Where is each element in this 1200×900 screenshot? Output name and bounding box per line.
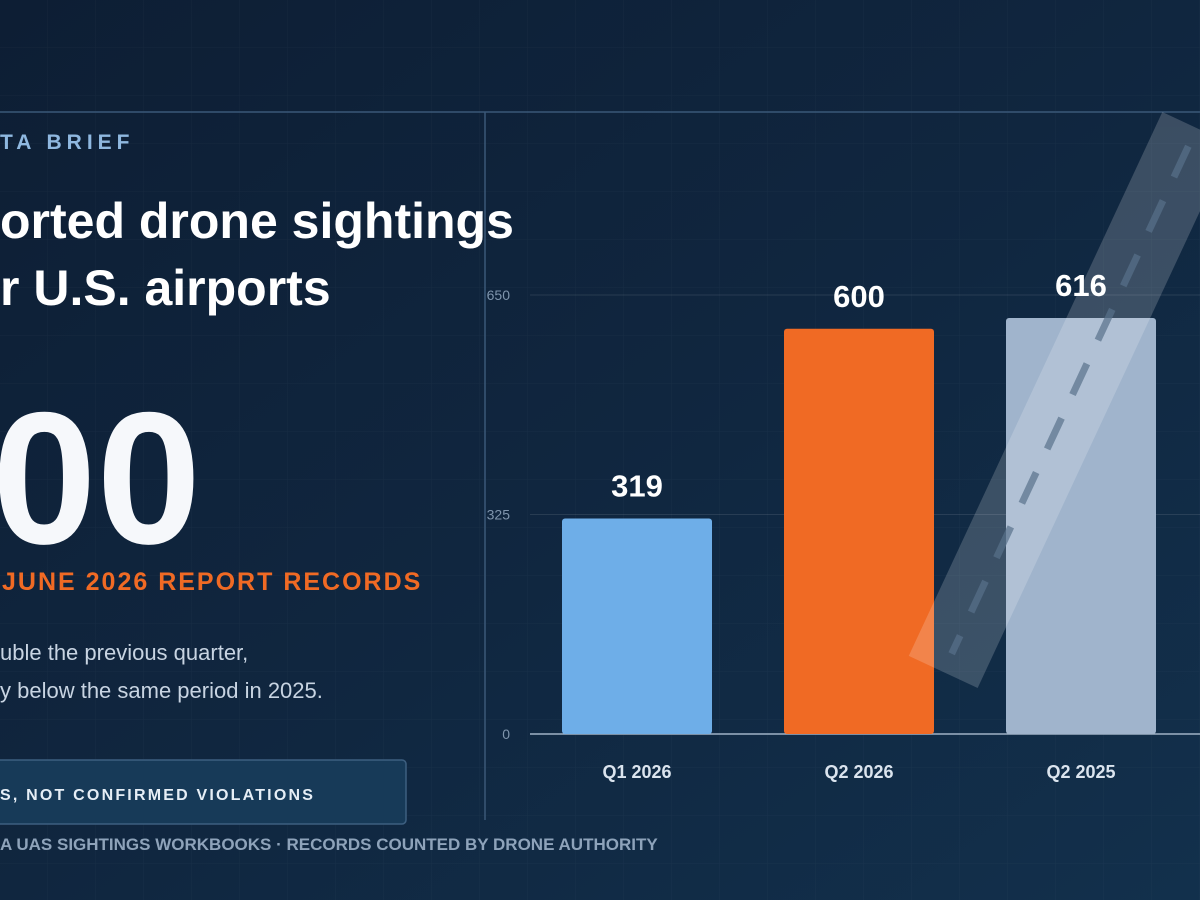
runway (908, 112, 1200, 688)
value-label: 319 (611, 469, 663, 504)
big-caption: JUNE 2026 REPORT RECORDS (2, 568, 422, 596)
kicker: TA BRIEF (0, 131, 135, 154)
y-tick-label: 650 (487, 287, 511, 303)
footer: A UAS SIGHTINGS WORKBOOKS · RECORDS COUN… (0, 835, 658, 854)
headline: orted drone sightings (0, 193, 514, 249)
y-tick-label: 0 (502, 726, 510, 742)
badge (0, 759, 407, 825)
bar (1006, 317, 1156, 734)
value-label: 616 (1055, 268, 1107, 303)
headline: r U.S. airports (0, 260, 331, 316)
big-number: 00 (0, 373, 201, 583)
bar (562, 518, 712, 734)
x-tick-label: Q2 2026 (824, 762, 893, 782)
y-tick-label: 325 (487, 507, 511, 523)
value-label: 600 (833, 279, 885, 314)
badge-text: S, NOT CONFIRMED VIOLATIONS (0, 787, 315, 804)
x-tick-label: Q2 2025 (1046, 762, 1115, 782)
body-text: y below the same period in 2025. (0, 678, 323, 703)
bar (784, 328, 934, 734)
x-tick-label: Q1 2026 (602, 762, 671, 782)
chart: 0 325 650 Q1 2026 319 Q2 2026 600 Q2 2025 616 (487, 268, 1200, 782)
body-text: uble the previous quarter, (0, 640, 248, 665)
